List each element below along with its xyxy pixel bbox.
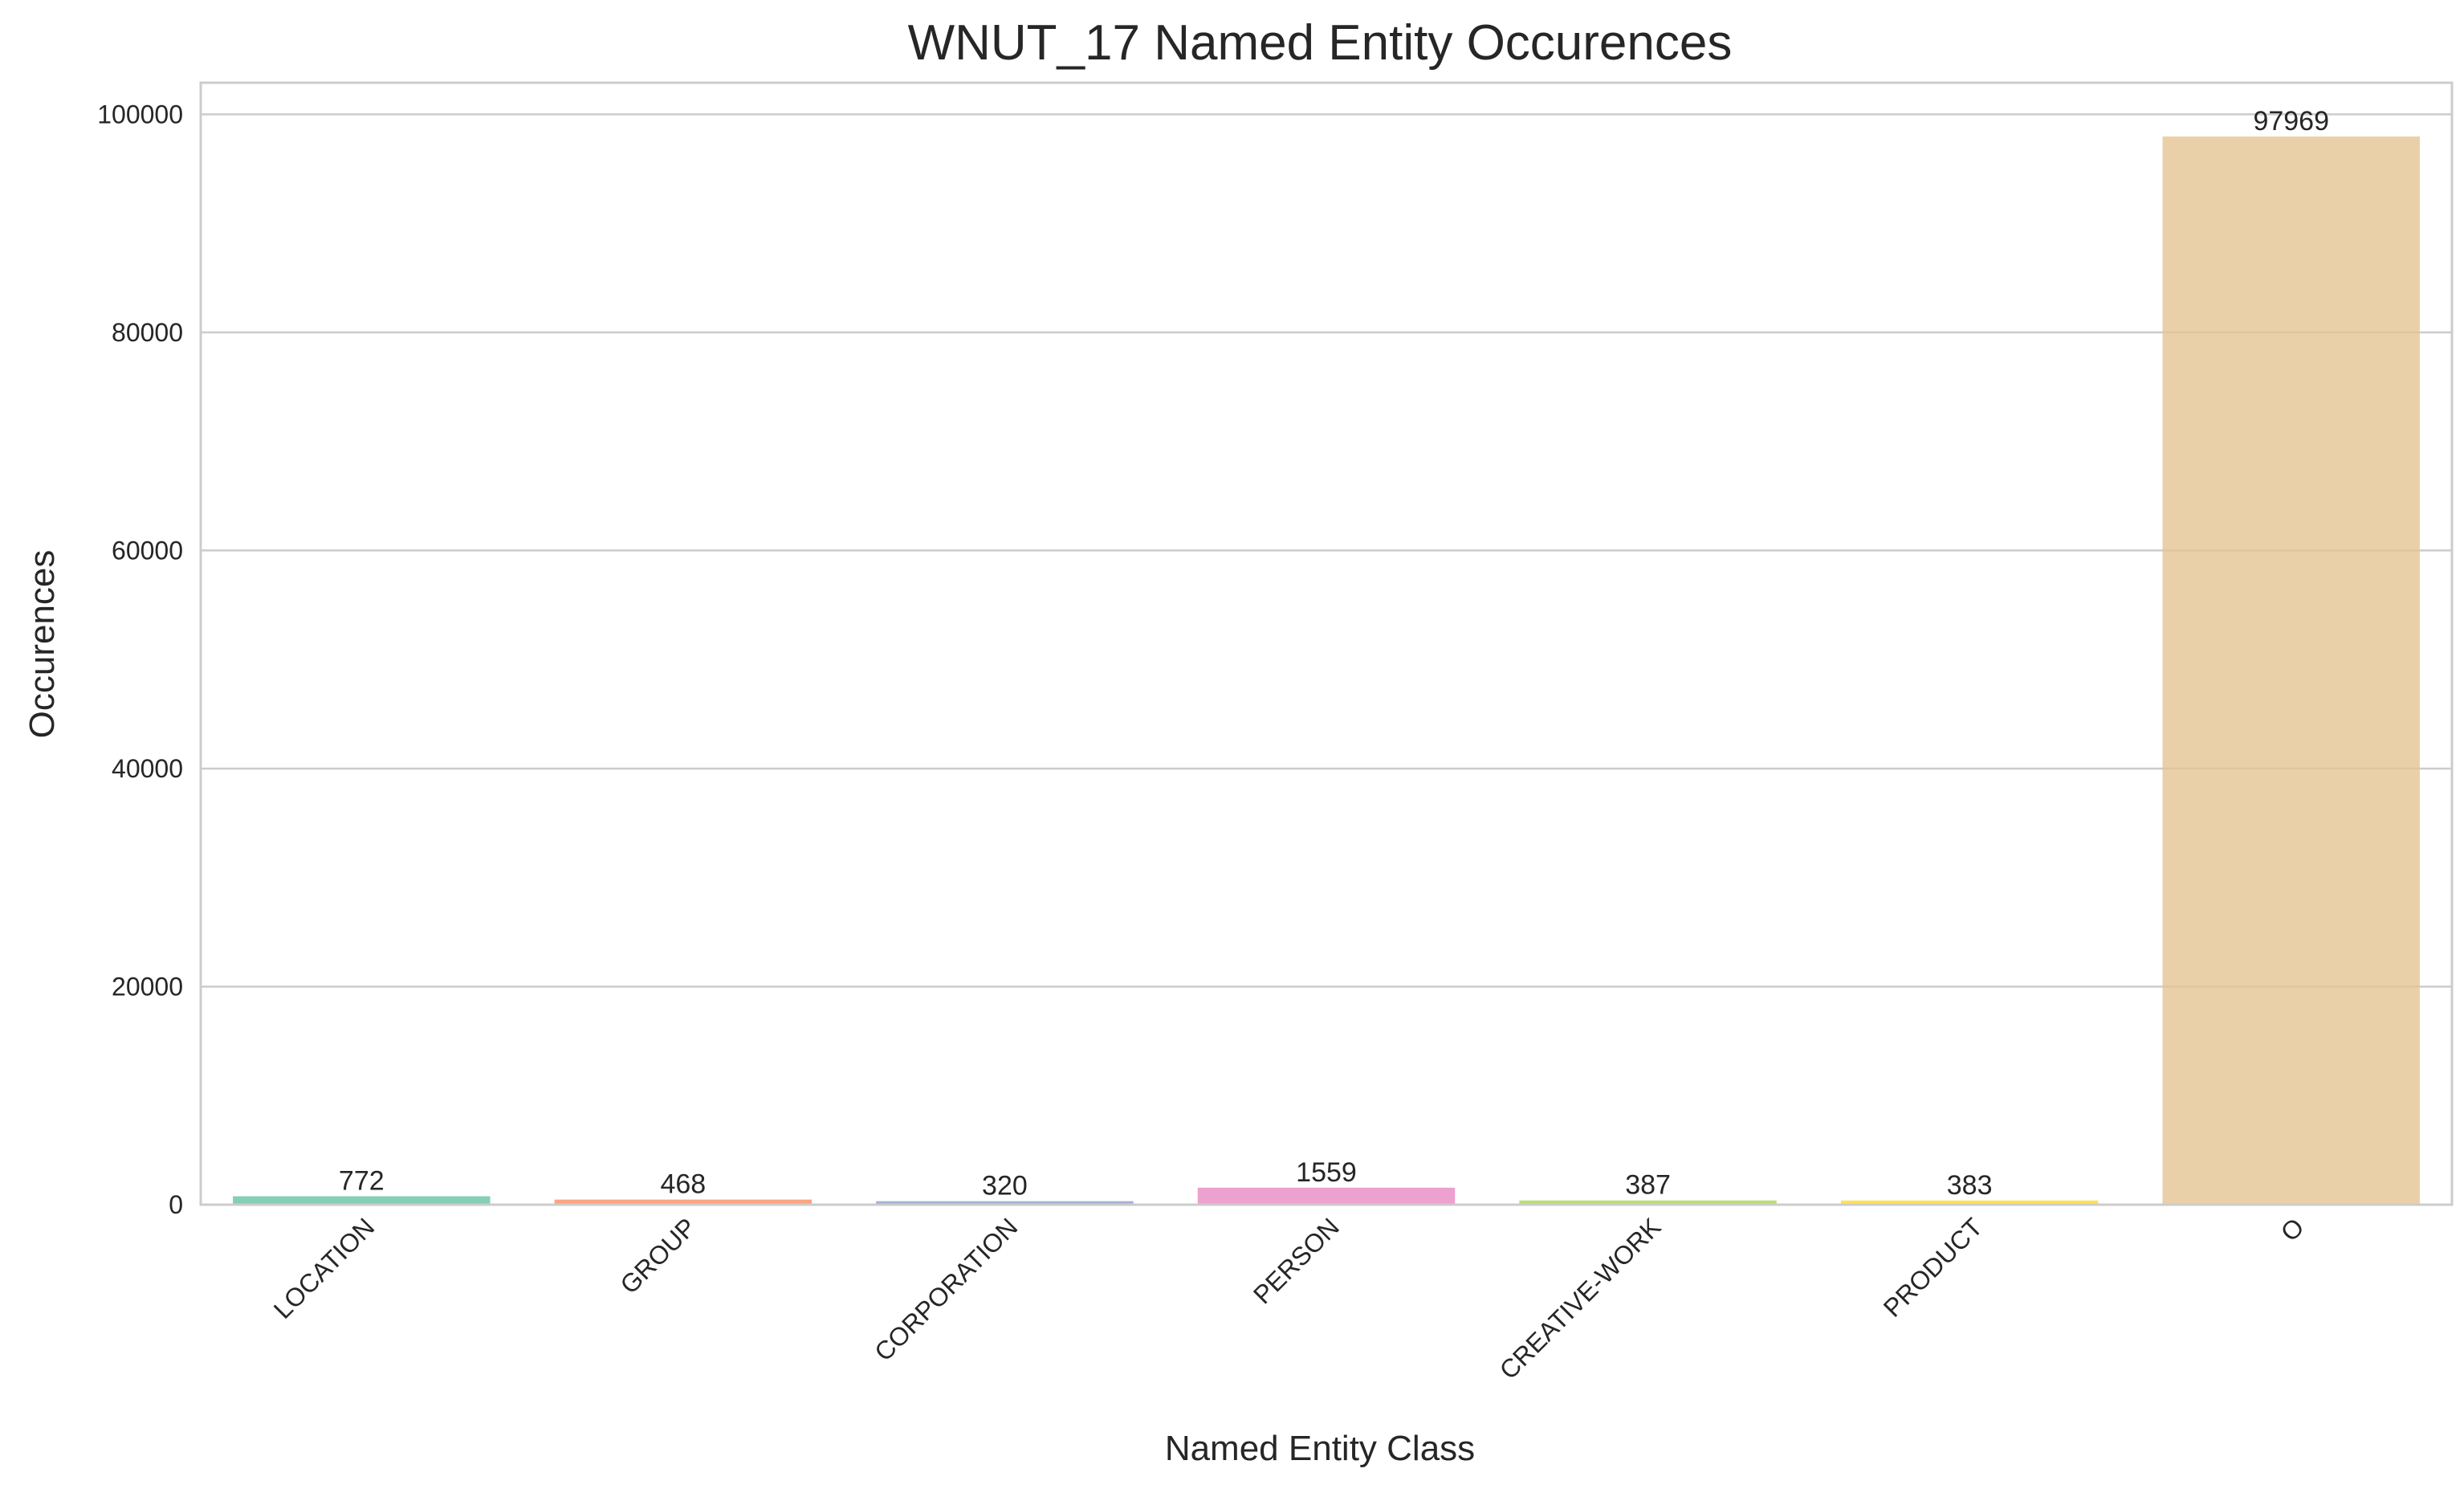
y-tick-label: 60000 [112,536,183,565]
data-labels: 772 468 320 1559 387 383 97969 [339,106,2329,1201]
plot-frame [199,81,2454,1206]
data-label: 468 [660,1169,706,1200]
y-tick-label: 40000 [112,754,183,783]
bar-group [554,1199,813,1205]
data-label: 1559 [1296,1157,1357,1188]
bar-person [1197,1187,1456,1205]
y-axis-label: Occurences [22,550,62,739]
data-label: 97969 [2253,106,2329,137]
y-tick-label: 100000 [97,100,183,128]
chart-title: WNUT_17 Named Entity Occurences [908,15,1733,71]
y-tick-label: 0 [169,1190,183,1219]
bar-corporation [876,1201,1134,1205]
bars [233,136,2420,1205]
y-axis-ticks: 0 20000 40000 60000 80000 100000 [97,100,183,1219]
x-axis-label: Named Entity Class [1165,1429,1475,1468]
bar-location [233,1196,491,1205]
y-tick-label: 20000 [112,972,183,1001]
y-tick-label: 80000 [112,318,183,347]
bar-product [1840,1200,2099,1205]
bar-o [2162,136,2420,1205]
data-label: 772 [339,1166,385,1197]
data-label: 320 [982,1171,1028,1201]
bar-creative-work [1519,1200,1777,1205]
data-label: 383 [1947,1170,1993,1201]
data-label: 387 [1625,1170,1671,1201]
